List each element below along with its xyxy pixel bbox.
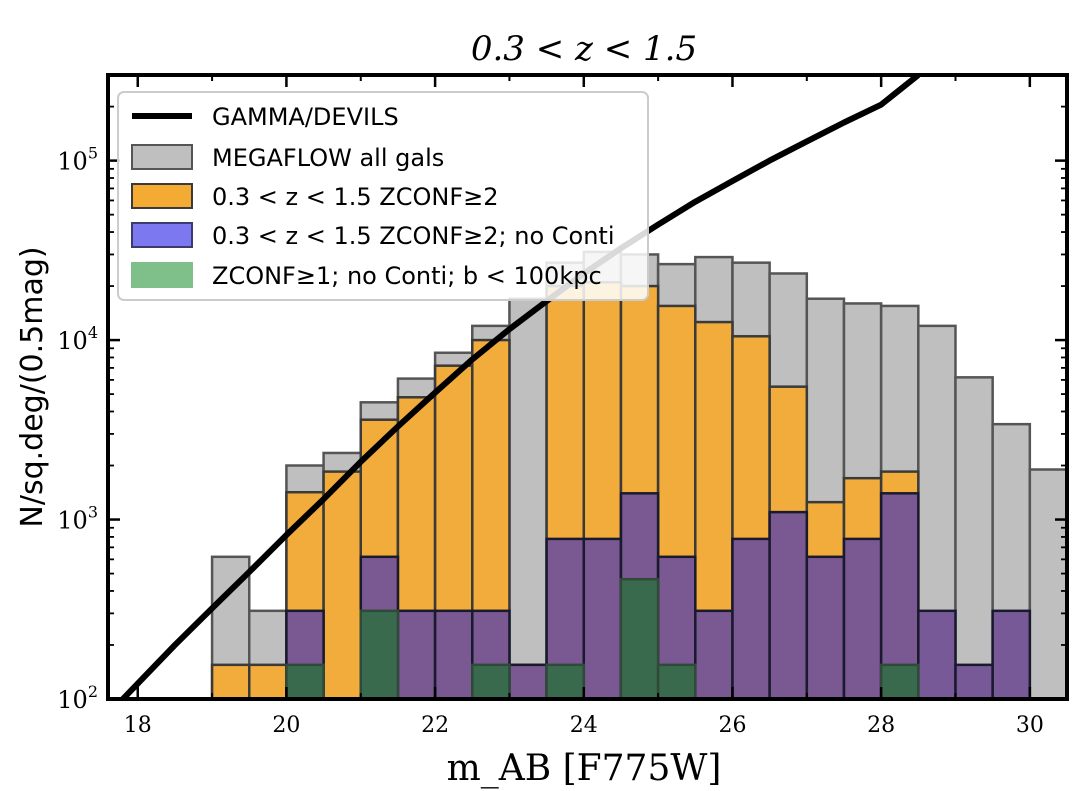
bar-series-2-bin-21 (991, 609, 1032, 699)
bar-series-0-bin-22 (1028, 468, 1067, 699)
legend-entry-label: ZCONF≥1; no Conti; b < 100kpc (212, 262, 602, 290)
bar-series-2-bin-16 (805, 555, 846, 699)
legend-entry-label: 0.3 < z < 1.5 ZCONF≥2; no Conti (212, 222, 615, 250)
bar-series-3-bin-9 (545, 663, 586, 699)
bar-series-2-bin-10 (582, 537, 623, 699)
bar-series-2-bin-6 (433, 609, 474, 699)
x-tick-label: 18 (124, 713, 152, 738)
bar-series-1-bin-1 (247, 663, 288, 699)
x-tick-label: 22 (421, 713, 449, 738)
y-axis-label: N/sq.deg/(0.5mag) (15, 246, 50, 527)
bar-series-2-bin-20 (954, 663, 994, 699)
bar-series-3-bin-18 (879, 663, 920, 699)
y-tick-label: 102 (57, 682, 98, 714)
legend-box (117, 91, 649, 301)
bar-series-2-bin-13 (694, 609, 734, 699)
legend-swatch-3 (131, 222, 193, 248)
bar-series-3-bin-7 (471, 663, 511, 699)
y-axis: 102 103 104 105 (57, 74, 1067, 714)
x-axis: 18 20 22 24 26 28 30 (124, 75, 1044, 738)
legend-swatch-2 (131, 183, 193, 209)
bar-series-2-bin-19 (917, 609, 957, 699)
x-tick-label: 26 (718, 713, 746, 738)
curve-layer (120, 75, 921, 699)
bar-series-2-bin-17 (842, 537, 883, 699)
bar-series-2-bin-8 (508, 663, 548, 699)
x-tick-label: 20 (272, 713, 300, 738)
legend-entry-label: GAMMA/DEVILS (212, 103, 399, 131)
legend: GAMMA/DEVILS MEGAFLOW all gals 0.3 < z < 1… (117, 91, 649, 301)
bar-series-2-bin-5 (396, 609, 437, 699)
gamma-devils-curve (120, 75, 921, 699)
bar-series-3-bin-2 (285, 663, 325, 699)
bar-series-1-bin-3 (322, 470, 363, 699)
x-tick-label: 30 (1016, 713, 1044, 738)
plot-frame (106, 73, 1069, 701)
legend-entry-label: 0.3 < z < 1.5 ZCONF≥2 (212, 183, 499, 211)
x-tick-label: 28 (867, 713, 895, 738)
bar-series-3-bin-12 (656, 663, 697, 699)
y-tick-label: 104 (57, 323, 98, 355)
bar-series-0-bin-20 (954, 376, 994, 699)
legend-swatch-4 (131, 262, 193, 288)
legend-entry-label: MEGAFLOW all gals (212, 144, 444, 172)
bar-series-2-bin-14 (731, 537, 771, 699)
y-tick-label: 103 (57, 503, 98, 535)
bar-series-3-bin-4 (359, 609, 400, 699)
y-tick-label: 105 (57, 144, 98, 176)
x-axis-label: m_AB [F775W] (447, 748, 722, 789)
legend-swatch-1 (131, 144, 193, 170)
bar-series-0-bin-8 (508, 297, 548, 699)
chart-title: 0.3 < z < 1.5 (471, 29, 697, 69)
bars-layer (210, 250, 1067, 699)
x-tick-label: 24 (570, 713, 598, 738)
bar-series-2-bin-15 (768, 510, 809, 699)
bar-series-3-bin-11 (619, 577, 660, 699)
bar-series-1-bin-0 (210, 663, 251, 699)
